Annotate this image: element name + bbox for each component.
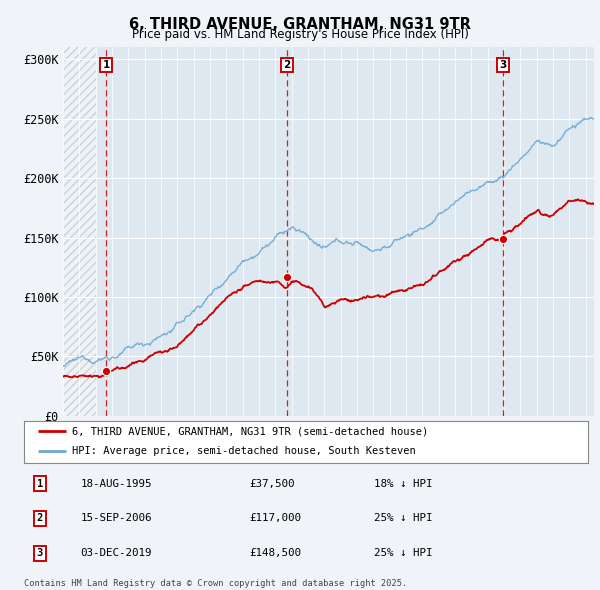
Text: HPI: Average price, semi-detached house, South Kesteven: HPI: Average price, semi-detached house,… — [72, 446, 416, 456]
Text: 2: 2 — [283, 60, 290, 70]
Text: 6, THIRD AVENUE, GRANTHAM, NG31 9TR (semi-detached house): 6, THIRD AVENUE, GRANTHAM, NG31 9TR (sem… — [72, 427, 428, 436]
Text: 03-DEC-2019: 03-DEC-2019 — [80, 549, 152, 558]
Text: 1: 1 — [37, 478, 43, 489]
Text: 6, THIRD AVENUE, GRANTHAM, NG31 9TR: 6, THIRD AVENUE, GRANTHAM, NG31 9TR — [129, 17, 471, 31]
Text: Price paid vs. HM Land Registry's House Price Index (HPI): Price paid vs. HM Land Registry's House … — [131, 28, 469, 41]
Text: £148,500: £148,500 — [250, 549, 302, 558]
Text: 18% ↓ HPI: 18% ↓ HPI — [374, 478, 432, 489]
Text: 15-SEP-2006: 15-SEP-2006 — [80, 513, 152, 523]
Text: 1: 1 — [103, 60, 110, 70]
Text: Contains HM Land Registry data © Crown copyright and database right 2025.
This d: Contains HM Land Registry data © Crown c… — [24, 579, 407, 590]
Text: 25% ↓ HPI: 25% ↓ HPI — [374, 549, 432, 558]
Text: £37,500: £37,500 — [250, 478, 295, 489]
Text: 18-AUG-1995: 18-AUG-1995 — [80, 478, 152, 489]
Text: 25% ↓ HPI: 25% ↓ HPI — [374, 513, 432, 523]
Text: 3: 3 — [499, 60, 506, 70]
Text: 3: 3 — [37, 549, 43, 558]
Text: 2: 2 — [37, 513, 43, 523]
Text: £117,000: £117,000 — [250, 513, 302, 523]
